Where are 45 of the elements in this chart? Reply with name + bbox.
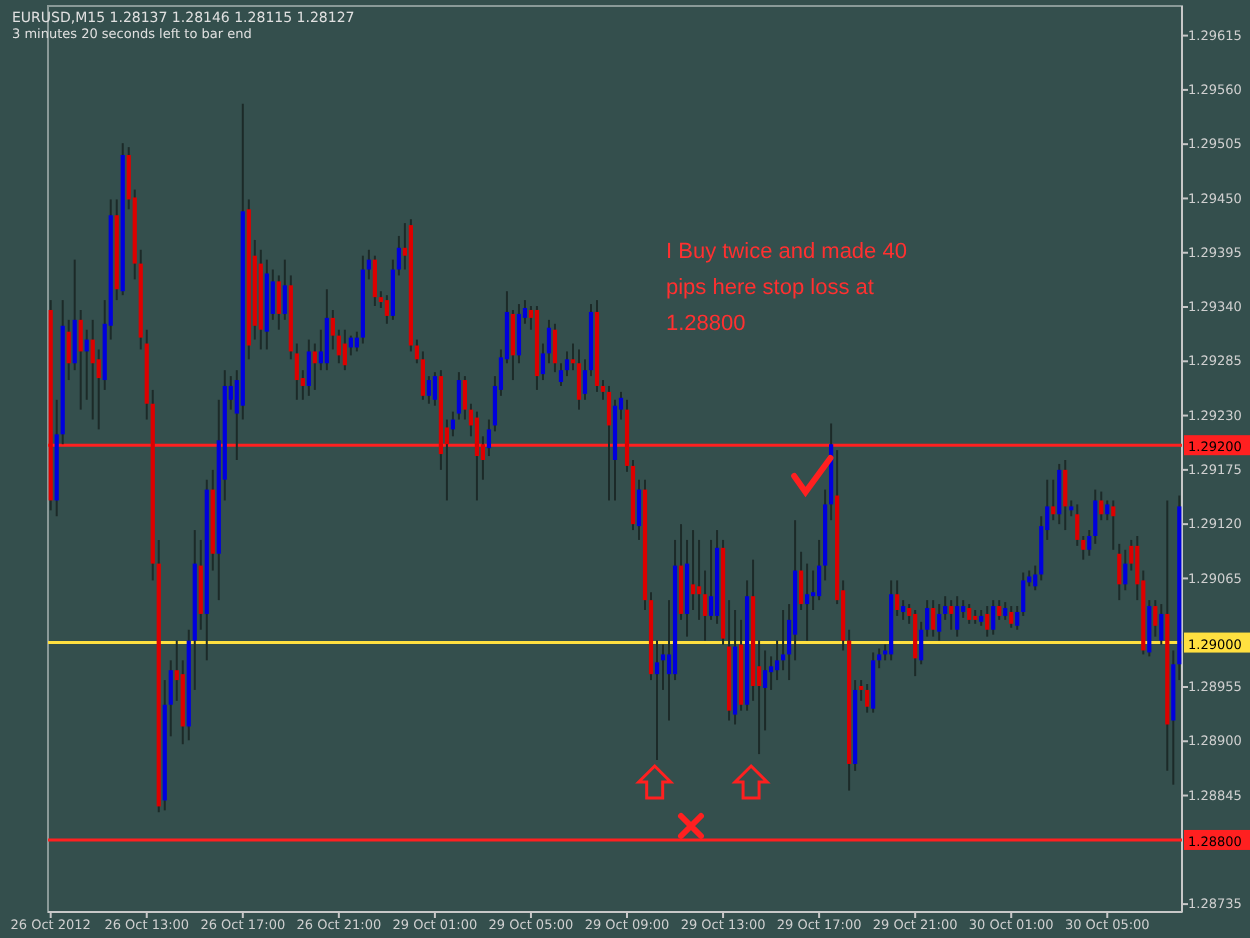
candlestick bbox=[985, 605, 990, 638]
candlestick bbox=[1099, 490, 1104, 522]
candlestick bbox=[895, 579, 900, 617]
candlestick bbox=[426, 375, 431, 405]
candlestick bbox=[474, 410, 480, 502]
candlestick bbox=[510, 308, 516, 382]
candlestick bbox=[1111, 499, 1116, 551]
candlestick bbox=[384, 294, 389, 325]
candlestick bbox=[1009, 605, 1014, 629]
candlestick bbox=[997, 599, 1002, 621]
candlestick bbox=[865, 683, 870, 714]
candlestick bbox=[937, 603, 942, 642]
candlestick bbox=[1051, 478, 1056, 522]
candlestick bbox=[805, 562, 810, 642]
candlestick bbox=[1123, 548, 1128, 592]
candlestick bbox=[780, 609, 786, 672]
candlestick bbox=[1063, 458, 1068, 532]
candlestick bbox=[342, 328, 347, 372]
candlestick bbox=[1117, 542, 1122, 602]
candlestick bbox=[432, 371, 438, 407]
candlestick bbox=[372, 254, 377, 308]
candlestick bbox=[90, 318, 95, 421]
candlestick bbox=[654, 639, 660, 762]
candlestick bbox=[306, 338, 311, 397]
candlestick bbox=[564, 350, 570, 378]
candlestick bbox=[552, 322, 558, 374]
candlestick bbox=[516, 303, 522, 365]
candlestick bbox=[1159, 603, 1164, 646]
candlestick bbox=[282, 258, 287, 321]
candlestick bbox=[949, 599, 954, 631]
candlestick bbox=[967, 603, 972, 625]
candlestick bbox=[66, 318, 71, 382]
candlestick bbox=[606, 384, 612, 502]
candlestick bbox=[1057, 462, 1062, 526]
candlestick bbox=[991, 599, 996, 636]
candlestick bbox=[1153, 599, 1158, 638]
candlestick bbox=[576, 348, 582, 411]
candlestick bbox=[931, 599, 936, 638]
candlestick bbox=[78, 308, 83, 411]
candlestick bbox=[312, 342, 317, 391]
candlestick bbox=[955, 595, 960, 638]
candlestick bbox=[324, 288, 329, 372]
annotation: I Buy twice and made 40 pips here stop loss at 1.28800 bbox=[666, 240, 907, 336]
candlestick bbox=[708, 538, 714, 621]
candlestick bbox=[913, 609, 918, 678]
